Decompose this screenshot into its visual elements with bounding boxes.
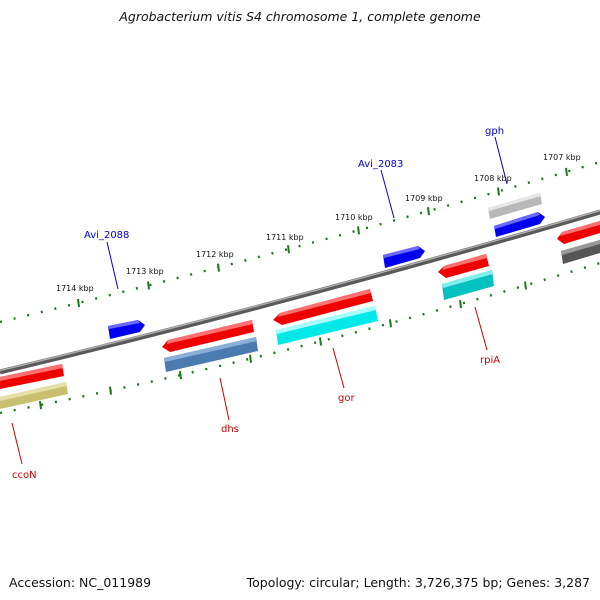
tick-label-1710: 1710 kbp <box>335 213 373 222</box>
gene-gph[interactable] <box>494 212 545 237</box>
tick-label-1713: 1713 kbp <box>126 267 164 276</box>
gene-dhs[interactable] <box>162 320 254 352</box>
gor-companion-feature[interactable] <box>276 306 378 345</box>
inner-major-tick <box>319 337 322 346</box>
outer-major-tick <box>427 207 430 216</box>
right-edge-grey-feature[interactable] <box>561 240 600 264</box>
gph-companion-feature[interactable] <box>488 193 542 219</box>
gene-Avi_2088[interactable] <box>108 320 145 339</box>
tick-label-1709: 1709 kbp <box>405 194 443 203</box>
outer-tick-track <box>0 160 600 324</box>
leader-gor <box>332 347 345 389</box>
genome-summary-text: Topology: circular; Length: 3,726,375 bp… <box>246 575 590 590</box>
gene-label-Avi_2083[interactable]: Avi_2083 <box>358 159 403 170</box>
map-title: Agrobacterium vitis S4 chromosome 1, com… <box>119 9 481 24</box>
right-edge-red-feature[interactable] <box>557 221 600 244</box>
tick-label-1711: 1711 kbp <box>266 233 304 242</box>
leader-rpiA <box>474 306 488 351</box>
gene-label-ccoN[interactable]: ccoN <box>12 470 37 481</box>
accession-text: Accession: NC_011989 <box>9 575 152 590</box>
dhs-companion-feature[interactable] <box>164 337 258 372</box>
tick-label-1708: 1708 kbp <box>474 174 512 183</box>
inner-major-tick <box>249 354 252 363</box>
inner-major-tick <box>524 281 527 290</box>
outer-major-tick <box>357 226 360 235</box>
tick-label-1714: 1714 kbp <box>56 284 94 293</box>
gene-ccoN[interactable] <box>0 364 64 389</box>
backbone-highlight <box>0 209 600 372</box>
outer-major-tick <box>565 167 568 177</box>
gene-Avi_2083[interactable] <box>383 246 425 268</box>
inner-major-ticks <box>39 281 527 410</box>
gene-label-gor[interactable]: gor <box>338 393 355 404</box>
outer-major-tick <box>217 263 220 272</box>
ccoN-companion-feature[interactable] <box>0 382 68 409</box>
gene-label-Avi_2088[interactable]: Avi_2088 <box>84 230 129 241</box>
outer-major-ticks <box>77 167 568 308</box>
outer-major-tick <box>287 245 290 254</box>
backbone <box>0 209 600 375</box>
inner-tick-track <box>0 261 600 415</box>
outer-major-tick <box>147 281 150 290</box>
gene-label-rpiA[interactable]: rpiA <box>480 355 500 366</box>
inner-major-tick <box>109 386 112 395</box>
inner-major-tick <box>39 400 42 410</box>
gene-rpiA[interactable] <box>438 254 489 278</box>
leader-ccoN <box>11 422 23 465</box>
tick-label-1712: 1712 kbp <box>196 250 234 259</box>
outer-major-tick <box>77 298 80 308</box>
inner-major-tick <box>459 299 462 309</box>
outer-major-tick <box>497 187 500 196</box>
leader-gph <box>494 136 508 185</box>
leader-dhs <box>219 377 230 421</box>
gene-label-dhs[interactable]: dhs <box>221 424 239 435</box>
gene-gor[interactable] <box>273 289 373 325</box>
leader-Avi_2088 <box>106 241 119 290</box>
inner-major-tick <box>179 371 182 380</box>
gene-label-gph[interactable]: gph <box>485 126 504 137</box>
tick-label-1707: 1707 kbp <box>543 153 581 162</box>
leader-Avi_2083 <box>380 169 395 219</box>
rpiA-companion-feature[interactable] <box>442 270 494 300</box>
inner-major-tick <box>389 319 392 328</box>
